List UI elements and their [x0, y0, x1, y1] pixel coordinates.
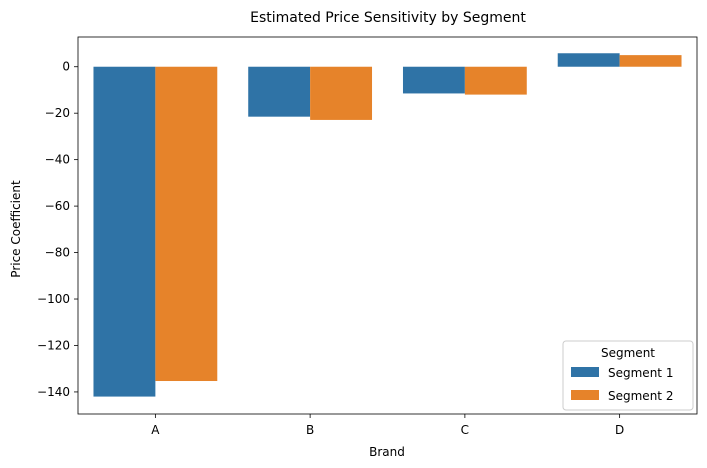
legend: Segment Segment 1 Segment 2: [562, 340, 694, 411]
x-tick-label: C: [461, 423, 469, 437]
bar-a-series-1: [93, 66, 156, 397]
legend-label-segment-1: Segment 1: [608, 366, 673, 380]
legend-label-segment-2: Segment 2: [608, 389, 673, 403]
plot-area: [77, 36, 698, 415]
legend-swatch-segment-1: [571, 367, 599, 377]
y-axis: 0 −20 −40 −60 −80 −100 −120 −140: [37, 60, 78, 399]
y-tick-label: −40: [45, 153, 70, 167]
bar-a-series-2: [155, 66, 218, 382]
x-axis-label: Brand: [369, 445, 405, 459]
bar-b-series-1: [248, 66, 311, 117]
y-tick-label: −100: [37, 292, 70, 306]
legend-title: Segment: [601, 346, 655, 360]
y-tick-label: −140: [37, 385, 70, 399]
y-tick-label: −120: [37, 338, 70, 352]
y-tick-label: −80: [45, 246, 70, 260]
y-tick-label: −20: [45, 106, 70, 120]
legend-swatch-segment-2: [571, 390, 599, 400]
bar-c-series-2: [464, 66, 527, 95]
x-tick-label: D: [615, 423, 624, 437]
x-axis: A B C D: [151, 414, 624, 437]
x-tick-label: B: [306, 423, 314, 437]
bar-c-series-1: [402, 66, 465, 94]
x-tick-label: A: [151, 423, 160, 437]
bar-d-series-1: [557, 53, 620, 67]
chart-title: Estimated Price Sensitivity by Segment: [250, 10, 526, 26]
bar-d-series-2: [619, 55, 682, 67]
y-axis-label: Price Coefficient: [9, 180, 23, 278]
y-tick-label: −60: [45, 199, 70, 213]
plot-frame: [77, 36, 698, 415]
bar-b-series-2: [310, 66, 373, 120]
y-tick-label: 0: [62, 60, 70, 74]
